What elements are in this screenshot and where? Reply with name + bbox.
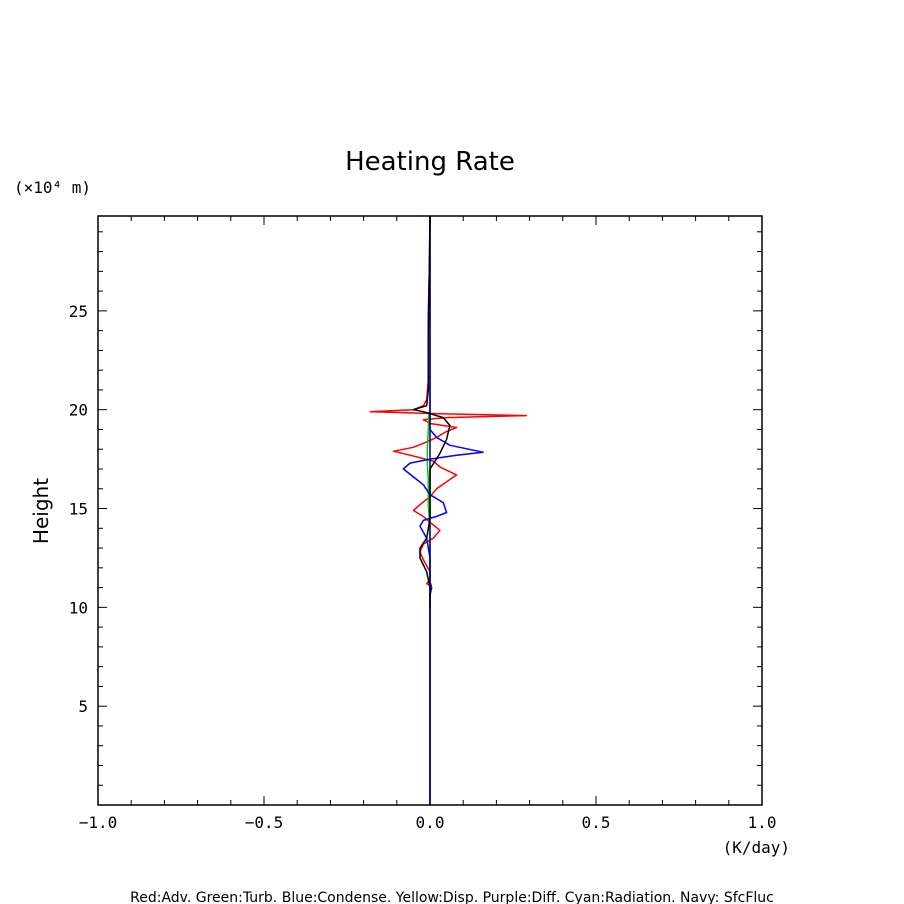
- y-tick-label: 5: [78, 697, 88, 716]
- y-tick-label: 10: [69, 598, 88, 617]
- y-axis-label: Height: [29, 478, 53, 544]
- axis-ticks: [97, 216, 763, 805]
- legend-text: Red:Adv. Green:Turb. Blue:Condense. Yell…: [130, 890, 774, 904]
- x-axis-label: (K/day): [723, 838, 790, 857]
- x-tick-label: 1.0: [748, 813, 777, 832]
- y-unit-label: (×10⁴ m): [14, 178, 91, 197]
- series-line-total: [412, 215, 451, 608]
- x-tick-label: −1.0: [79, 813, 118, 832]
- chart-title: Heating Rate: [345, 147, 515, 177]
- x-tick-label: 0.5: [582, 813, 611, 832]
- series-line-condense: [402, 216, 484, 805]
- series-group: [369, 215, 528, 805]
- plot-frame: [97, 215, 763, 806]
- tick-labels: −1.0 −0.5 0.0 0.5 1.0 5 10 15 20 25: [69, 302, 777, 832]
- x-tick-label: 0.0: [416, 813, 445, 832]
- y-tick-label: 25: [69, 302, 88, 321]
- series-line-adv: [369, 215, 528, 805]
- y-tick-label: 20: [69, 401, 88, 420]
- y-tick-label: 15: [69, 500, 88, 519]
- x-tick-label: −0.5: [245, 813, 284, 832]
